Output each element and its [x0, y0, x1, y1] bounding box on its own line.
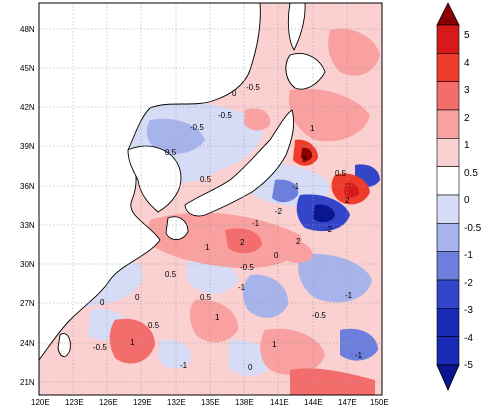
lon-tick-label: 150E	[370, 398, 389, 407]
contour-label: 0	[100, 298, 105, 307]
colorbar-segment	[436, 53, 460, 82]
contour-label: -1	[180, 361, 188, 370]
colorbar-labels: 5 4 3 2 1 0.5 0 -0.5 -1 -2 -3 -4 -5	[464, 30, 482, 371]
latitude-axis: 48N 45N 42N 39N 36N 33N 30N 27N 24N 21N	[20, 25, 35, 387]
lon-tick-label: 126E	[99, 398, 118, 407]
colorbar-label: -4	[464, 333, 473, 344]
contour-label: 2	[240, 238, 245, 247]
japan-honshu-land	[184, 109, 295, 217]
lon-tick-label: 132E	[167, 398, 186, 407]
colorbar-label: 0	[464, 195, 470, 206]
colorbar-segment	[436, 223, 460, 252]
lat-tick-label: 48N	[20, 25, 35, 34]
map-frame	[38, 2, 383, 396]
lat-tick-label: 24N	[20, 339, 35, 348]
contour-label: -0.5	[312, 311, 326, 320]
lat-tick-label: 45N	[20, 64, 35, 73]
colorbar-segment	[436, 138, 460, 167]
colorbar-label: -3	[464, 305, 473, 316]
lon-tick-label: 144E	[304, 398, 323, 407]
korea-peninsula-land	[127, 145, 182, 213]
lat-tick-label: 33N	[20, 221, 35, 230]
colorbar-segment	[436, 336, 460, 366]
colorbar-label: 5	[464, 30, 470, 41]
contour-label: 0	[248, 363, 253, 372]
lat-tick-label: 21N	[20, 378, 35, 387]
contour-label: -0.5	[93, 343, 107, 352]
colorbar-segment	[436, 81, 460, 111]
colorbar-segment	[436, 166, 460, 196]
lat-tick-label: 27N	[20, 299, 35, 308]
colorbar-segment	[436, 308, 460, 337]
lon-tick-label: 147E	[338, 398, 357, 407]
colorbar-top-arrow	[436, 2, 460, 26]
lon-tick-label: 141E	[270, 398, 289, 407]
longitude-axis: 120E 123E 126E 129E 132E 135E 138E 141E …	[31, 398, 389, 407]
colorbar-segment	[436, 24, 460, 54]
contour-label: 0	[232, 89, 237, 98]
contour-label: 0.5	[165, 270, 177, 279]
contour-label: -0.5	[190, 123, 204, 132]
contour-label: 1	[310, 124, 315, 133]
lon-tick-label: 120E	[31, 398, 50, 407]
contour-label: 2	[345, 196, 350, 205]
contour-label: -0.5	[246, 83, 260, 92]
lat-tick-label: 42N	[20, 103, 35, 112]
taiwan-land	[57, 333, 71, 357]
contour-label: -1	[345, 291, 353, 300]
contour-label: -0.5	[218, 111, 232, 120]
lon-tick-label: 138E	[235, 398, 254, 407]
lat-tick-label: 39N	[20, 142, 35, 151]
graticule	[39, 3, 382, 395]
lat-tick-label: 30N	[20, 260, 35, 269]
japan-hokkaido-land	[285, 53, 326, 90]
lon-tick-label: 135E	[201, 398, 220, 407]
contour-label: 0.5	[200, 175, 212, 184]
map-plot-area: -0.5 -0.5 0.5 0.5 0 -0.5 1 3 -1 2 -2 0.5…	[39, 3, 382, 395]
colorbar-label: 3	[464, 85, 470, 96]
contour-label: 1	[130, 338, 135, 347]
contour-label: -2	[275, 207, 283, 216]
contour-label: 0	[135, 293, 140, 302]
contour-label: -1	[355, 351, 363, 360]
japan-kyushu-land	[165, 216, 189, 241]
contour-label: -2	[325, 225, 333, 234]
contour-label: 3	[302, 155, 307, 164]
contour-labels: -0.5 -0.5 0.5 0.5 0 -0.5 1 3 -1 2 -2 0.5…	[93, 83, 363, 372]
contour-label: 0.5	[148, 321, 160, 330]
contour-label: 1	[215, 313, 220, 322]
colorbar-label: 0.5	[464, 168, 478, 179]
contour-label: -1	[292, 182, 300, 191]
colorbar-segment	[436, 251, 460, 281]
lat-tick-label: 36N	[20, 182, 35, 191]
contour-label: 0.5	[335, 169, 347, 178]
land-masses	[39, 3, 326, 361]
contour-label: -1	[252, 219, 260, 228]
colorbar-segment	[436, 194, 460, 224]
colorbar-segments	[436, 24, 460, 366]
contour-label: 0	[274, 251, 279, 260]
colorbar-label: -2	[464, 278, 473, 289]
colorbar-label: -0.5	[464, 223, 482, 234]
contour-label: -1	[238, 283, 246, 292]
sakhalin-land	[287, 3, 306, 51]
colorbar: 5 4 3 2 1 0.5 0 -0.5 -1 -2 -3 -4 -5	[436, 2, 482, 391]
contour-label: -0.5	[240, 263, 254, 272]
colorbar-label: -1	[464, 250, 473, 261]
colorbar-label: 2	[464, 113, 470, 124]
contour-label: 0.5	[200, 293, 212, 302]
colorbar-segment	[436, 279, 460, 309]
contour-label: 1	[272, 340, 277, 349]
lon-tick-label: 123E	[65, 398, 84, 407]
contour-label: 2	[296, 237, 301, 246]
colorbar-label: -5	[464, 360, 473, 371]
colorbar-segment	[436, 109, 460, 139]
contour-label: 0.5	[165, 148, 177, 157]
lon-tick-label: 129E	[133, 398, 152, 407]
contour-label: 1	[205, 243, 210, 252]
colorbar-label: 4	[464, 58, 470, 69]
colorbar-bottom-arrow	[436, 364, 460, 391]
colorbar-label: 1	[464, 140, 470, 151]
